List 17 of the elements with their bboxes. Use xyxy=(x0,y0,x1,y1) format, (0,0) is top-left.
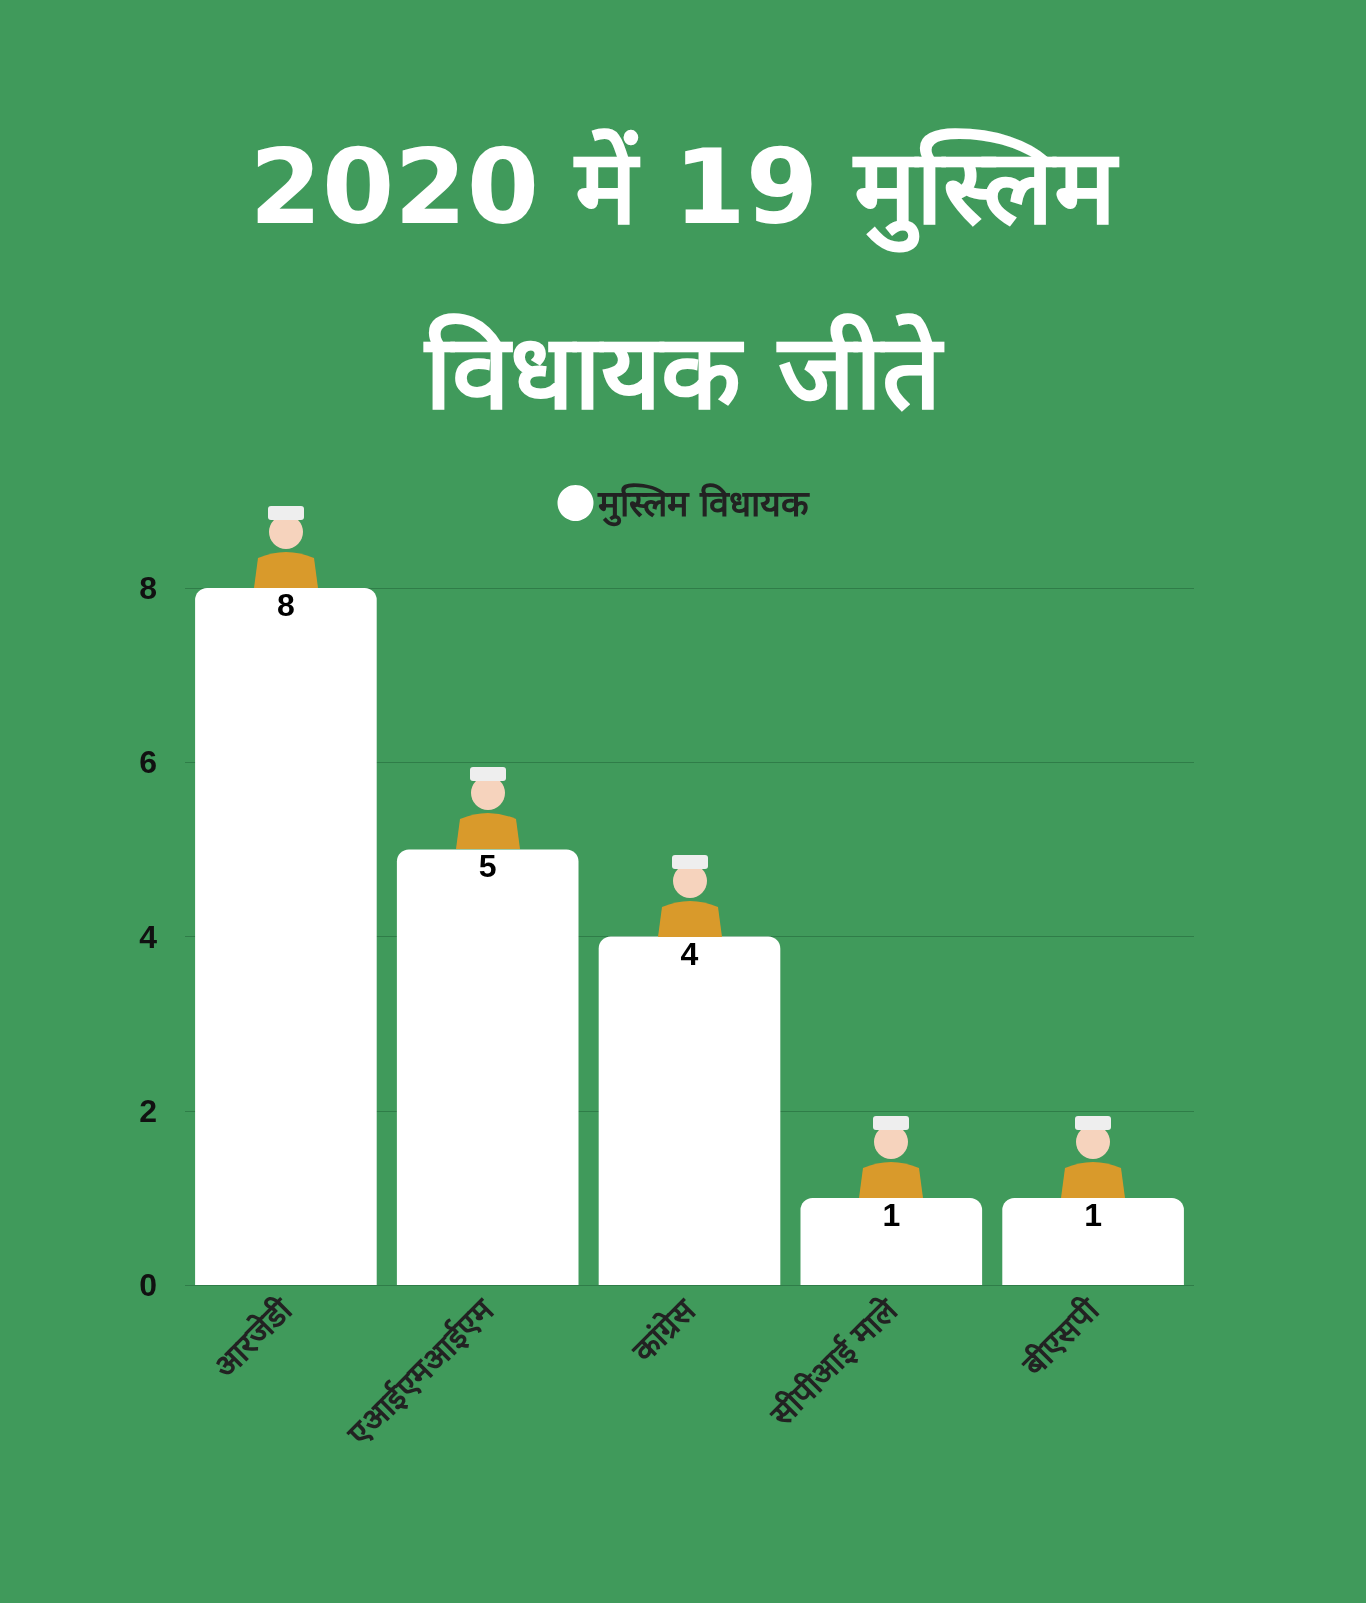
data-label: 1 xyxy=(882,1196,901,1233)
bar xyxy=(195,588,377,1285)
legend-label: मुस्लिम विधायक xyxy=(597,482,810,527)
y-tick-label: 8 xyxy=(139,570,157,606)
bar xyxy=(396,849,579,1285)
data-label: 1 xyxy=(1084,1196,1102,1233)
data-label: 8 xyxy=(277,587,295,623)
bar xyxy=(1002,1197,1184,1285)
chart-title: 2020 में 19 मुस्लिम विधायक जीते xyxy=(248,125,1121,435)
y-tick-label: 4 xyxy=(139,918,158,955)
y-tick-label: 6 xyxy=(139,744,157,781)
data-label: 4 xyxy=(680,935,699,972)
data-label: 5 xyxy=(478,848,497,885)
y-tick-label: 0 xyxy=(139,1267,157,1303)
bar xyxy=(598,936,781,1285)
bar xyxy=(800,1197,983,1285)
y-tick-label: 2 xyxy=(139,1092,157,1129)
